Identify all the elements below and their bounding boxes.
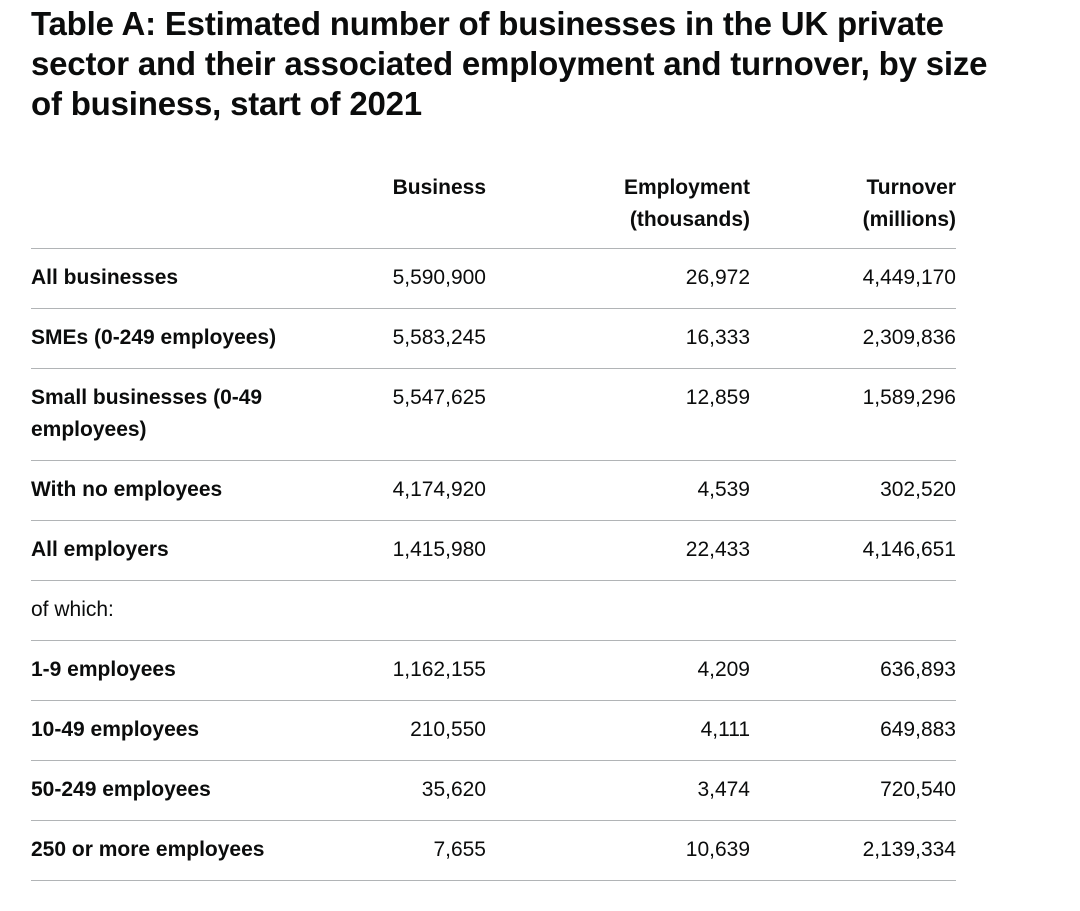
business-cell: 7,655 [351, 820, 486, 881]
business-cell: 5,547,625 [351, 368, 486, 461]
business-cell: 4,174,920 [351, 460, 486, 521]
table-row: With no employees 4,174,920 4,539 302,52… [31, 460, 956, 521]
employment-cell: 22,433 [486, 520, 750, 581]
business-cell: 35,620 [351, 760, 486, 821]
table-section-row: of which: [31, 580, 956, 641]
employment-cell: 4,539 [486, 460, 750, 521]
turnover-cell: 4,449,170 [750, 248, 956, 309]
turnover-cell: 302,520 [750, 460, 956, 521]
header-employment: Employment (thousands) [486, 166, 750, 249]
header-turnover-line2: (millions) [862, 208, 956, 231]
employment-cell: 10,639 [486, 820, 750, 881]
header-employment-line2: (thousands) [629, 208, 750, 231]
row-label: SMEs (0-249 employees) [31, 308, 351, 369]
turnover-cell: 2,309,836 [750, 308, 956, 369]
turnover-cell: 1,589,296 [750, 368, 956, 461]
employment-cell [486, 580, 750, 641]
turnover-cell: 2,139,334 [750, 820, 956, 881]
header-turnover-line1: Turnover [866, 176, 956, 199]
table-header-row: Business Employment (thousands) Turnover… [31, 166, 956, 249]
business-statistics-table: Business Employment (thousands) Turnover… [31, 166, 956, 881]
employment-cell: 16,333 [486, 308, 750, 369]
employment-cell: 3,474 [486, 760, 750, 821]
table-row: 250 or more employees 7,655 10,639 2,139… [31, 820, 956, 881]
business-cell: 5,590,900 [351, 248, 486, 309]
row-label: All businesses [31, 248, 351, 309]
table-title: Table A: Estimated number of businesses … [31, 5, 988, 122]
row-label: 1-9 employees [31, 640, 351, 701]
table-row: 50-249 employees 35,620 3,474 720,540 [31, 760, 956, 821]
employment-cell: 4,209 [486, 640, 750, 701]
row-label: 250 or more employees [31, 820, 351, 881]
header-turnover: Turnover (millions) [750, 166, 956, 249]
turnover-cell: 4,146,651 [750, 520, 956, 581]
business-cell: 1,415,980 [351, 520, 486, 581]
business-cell: 210,550 [351, 700, 486, 761]
header-row-label [31, 166, 351, 249]
table-row: All businesses 5,590,900 26,972 4,449,17… [31, 248, 956, 309]
row-label: Small businesses (0-49 employees) [31, 368, 351, 461]
employment-cell: 4,111 [486, 700, 750, 761]
section-label: of which: [31, 580, 351, 641]
turnover-cell: 636,893 [750, 640, 956, 701]
table-row: Small businesses (0-49 employees) 5,547,… [31, 368, 956, 461]
table-row: SMEs (0-249 employees) 5,583,245 16,333 … [31, 308, 956, 369]
employment-cell: 26,972 [486, 248, 750, 309]
turnover-cell: 720,540 [750, 760, 956, 821]
business-cell [351, 580, 486, 641]
row-label: With no employees [31, 460, 351, 521]
header-business: Business [351, 166, 486, 249]
row-label: All employers [31, 520, 351, 581]
business-cell: 1,162,155 [351, 640, 486, 701]
row-label: 50-249 employees [31, 760, 351, 821]
turnover-cell [750, 580, 956, 641]
table-row: 1-9 employees 1,162,155 4,209 636,893 [31, 640, 956, 701]
header-employment-line1: Employment [623, 176, 750, 199]
row-label: 10-49 employees [31, 700, 351, 761]
header-business-label: Business [392, 176, 486, 199]
business-cell: 5,583,245 [351, 308, 486, 369]
employment-cell: 12,859 [486, 368, 750, 461]
table-row: 10-49 employees 210,550 4,111 649,883 [31, 700, 956, 761]
table-row: All employers 1,415,980 22,433 4,146,651 [31, 520, 956, 581]
turnover-cell: 649,883 [750, 700, 956, 761]
